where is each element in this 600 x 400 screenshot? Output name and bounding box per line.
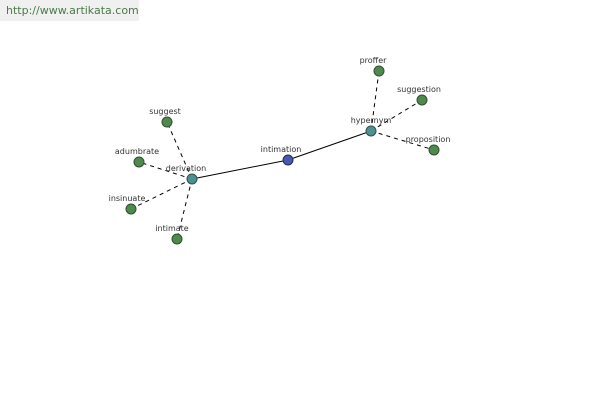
node[interactable] [282, 154, 294, 166]
edge [370, 70, 380, 132]
edge [370, 99, 423, 132]
node-label[interactable]: derivation [166, 164, 206, 173]
node[interactable] [125, 203, 137, 215]
edge [191, 159, 289, 180]
edge [138, 161, 193, 180]
edge [370, 130, 435, 151]
node-label[interactable]: proposition [406, 135, 451, 144]
nodes [125, 65, 440, 245]
node-label[interactable]: intimation [261, 145, 302, 154]
edge [130, 178, 193, 210]
edge [287, 130, 372, 161]
node[interactable] [161, 116, 173, 128]
edge [176, 178, 193, 240]
edges [130, 70, 435, 240]
edge [166, 121, 193, 180]
node[interactable] [416, 94, 428, 106]
labels: intimation derivation hypernym suggest a… [109, 56, 451, 233]
node[interactable] [428, 144, 440, 156]
node-label[interactable]: intimate [155, 224, 188, 233]
node[interactable] [171, 233, 183, 245]
node-label[interactable]: suggestion [397, 85, 441, 94]
node[interactable] [373, 65, 385, 77]
node-label[interactable]: proffer [360, 56, 388, 65]
header-url[interactable]: http://www.artikata.com [6, 4, 139, 17]
header-bar [0, 0, 139, 21]
node-label[interactable]: insinuate [109, 194, 146, 203]
node-label[interactable]: adumbrate [115, 147, 159, 156]
node-label[interactable]: suggest [149, 107, 181, 116]
node-label[interactable]: hypernym [351, 116, 392, 125]
node[interactable] [186, 173, 198, 185]
node[interactable] [133, 156, 145, 168]
node[interactable] [365, 125, 377, 137]
